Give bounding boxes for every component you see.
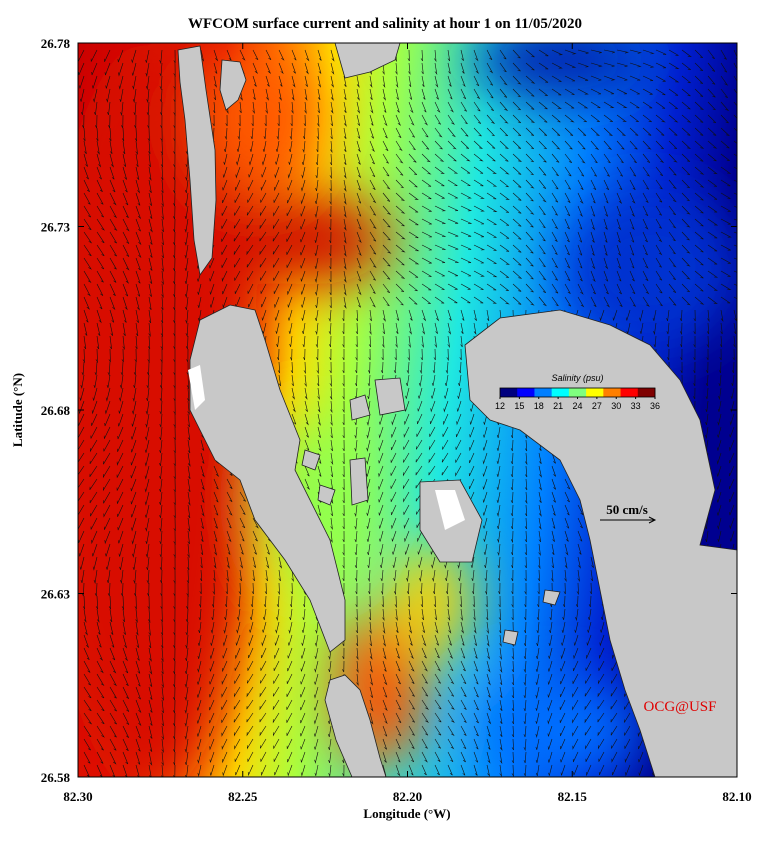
colorbar-swatch xyxy=(603,388,621,397)
colorbar-tick-label: 27 xyxy=(592,401,602,411)
scale-arrow xyxy=(600,516,657,524)
title: WFCOM surface current and salinity at ho… xyxy=(188,16,582,32)
colorbar-swatch xyxy=(637,388,656,397)
land xyxy=(177,43,737,777)
x-axis-label: Longitude (°W) xyxy=(363,806,450,821)
colorbar-tick-label: 12 xyxy=(495,401,505,411)
x-tick-label: 82.20 xyxy=(393,789,422,804)
y-axis-label: Latitude (°N) xyxy=(10,373,25,447)
y-tick-label: 26.58 xyxy=(41,770,71,785)
colorbar-swatch xyxy=(568,388,587,397)
colorbar-tick-label: 33 xyxy=(631,401,641,411)
colorbar-swatch xyxy=(551,388,570,397)
y-tick-label: 26.78 xyxy=(41,36,71,51)
credit: OCG@USF xyxy=(643,699,716,715)
colorbar-tick-label: 30 xyxy=(611,401,621,411)
colorbar-title: Salinity (psu) xyxy=(551,373,603,383)
colorbar-swatch xyxy=(586,388,604,397)
y-tick-label: 26.73 xyxy=(41,220,71,235)
x-tick-label: 82.25 xyxy=(228,789,258,804)
colorbar-tick-label: 24 xyxy=(572,401,582,411)
x-tick-label: 82.10 xyxy=(722,789,751,804)
scale-label: 50 cm/s xyxy=(606,502,648,517)
colorbar-tick-label: 15 xyxy=(514,401,524,411)
y-tick-label: 26.63 xyxy=(41,587,71,602)
axes: 82.30 82.25 82.20 82.15 82.10 26.58 26.63 26.68… xyxy=(41,36,752,804)
colorbar-swatch xyxy=(517,388,535,397)
salinity-field xyxy=(78,43,737,777)
colorbar-tick-label: 36 xyxy=(650,401,660,411)
colorbar: Salinity (psu) 12 15 18 21 24 27 30 33 36 xyxy=(495,373,660,411)
colorbar-swatch xyxy=(620,388,639,397)
colorbar-swatch xyxy=(500,388,518,397)
y-tick-label: 26.68 xyxy=(41,403,71,418)
x-tick-label: 82.15 xyxy=(558,789,588,804)
colorbar-tick-label: 21 xyxy=(553,401,563,411)
colorbar-tick-label: 18 xyxy=(534,401,544,411)
colorbar-swatch xyxy=(534,388,552,397)
x-tick-label: 82.30 xyxy=(63,789,92,804)
